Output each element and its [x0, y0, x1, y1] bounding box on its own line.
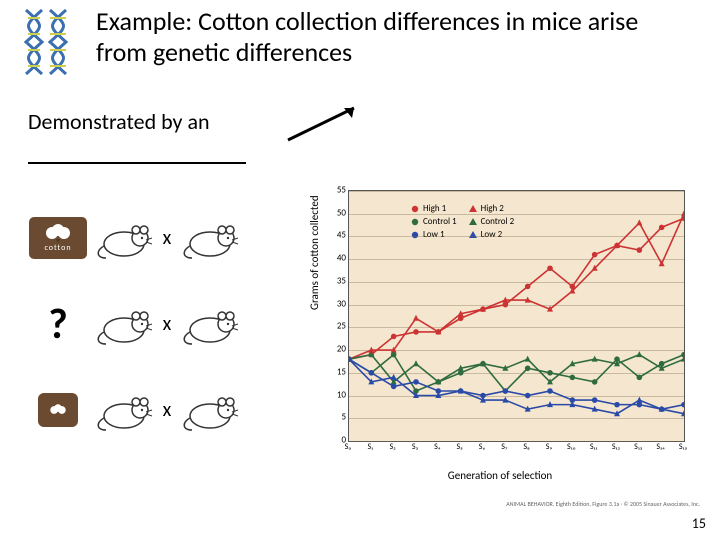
cross-symbol: x — [154, 398, 180, 422]
mouse-icon — [94, 214, 154, 262]
chart-xlabel: Generation of selection — [300, 469, 700, 482]
selection-chart: Grams of cotton collected 05101520253035… — [300, 180, 700, 490]
blank-underline — [28, 162, 246, 164]
mouse-icon — [180, 214, 240, 262]
dna-icon — [20, 8, 72, 76]
cross-symbol: x — [154, 226, 180, 250]
cross-symbol: x — [154, 312, 180, 336]
mouse-icon — [180, 300, 240, 348]
cross-row-low: x — [28, 372, 288, 448]
cotton-badge: cotton — [28, 214, 88, 262]
cross-row-control: ? x — [28, 286, 288, 362]
figure-attribution: ANIMAL BEHAVIOR, Eighth Edition, Figure … — [300, 500, 700, 508]
cotton-label: cotton — [44, 243, 71, 253]
crosses-panel: cotton x ? — [28, 200, 288, 458]
cross-row-high: cotton x — [28, 200, 288, 276]
mouse-icon — [94, 300, 154, 348]
page-number: 15 — [692, 515, 706, 532]
chart-ylabel: Grams of cotton collected — [308, 195, 321, 310]
cotton-badge-small — [28, 386, 88, 434]
chart-plot-area: High 1High 2Control 1Control 2Low 1Low 2 — [348, 190, 685, 442]
chart-xticks: S₀S₁S₂S₃S₄S₅S₆S₇S₈S₉S₁₀S₁₁S₁₂S₁₃S₁₄S₁₅ — [348, 442, 683, 458]
qmark-icon: ? — [28, 300, 88, 348]
chart-yticks: 0510152025303540455055 — [330, 190, 346, 440]
mouse-icon — [94, 386, 154, 434]
arrow-icon — [280, 98, 370, 148]
subtitle: Demonstrated by an — [28, 108, 210, 135]
slide-title: Example: Cotton collection differences i… — [96, 6, 656, 68]
mouse-icon — [180, 386, 240, 434]
